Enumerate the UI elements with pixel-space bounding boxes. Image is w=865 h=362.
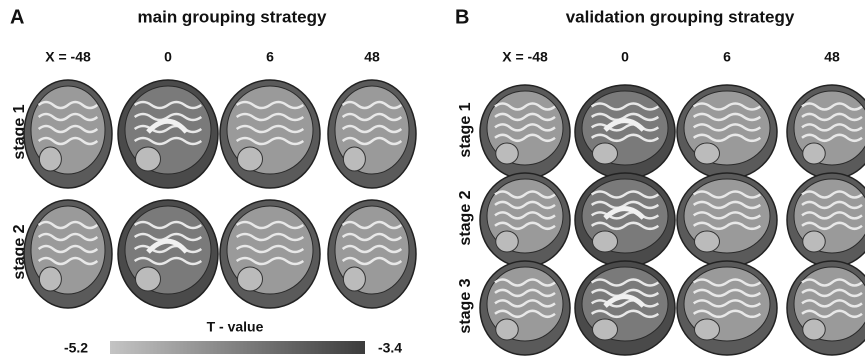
brain-slice xyxy=(118,200,218,308)
cerebellum xyxy=(39,267,61,291)
cerebellum xyxy=(39,147,61,171)
cerebellum xyxy=(593,143,618,164)
panel-label: A xyxy=(10,6,24,28)
cerebellum xyxy=(803,143,826,164)
brain-slice xyxy=(480,173,570,267)
cerebellum xyxy=(695,319,720,340)
brain-slice xyxy=(118,80,218,188)
brain-slice xyxy=(677,261,777,355)
column-label: 48 xyxy=(824,49,840,65)
brain-slice xyxy=(575,85,675,179)
cerebellum xyxy=(695,231,720,252)
brain-slice xyxy=(575,261,675,355)
cerebellum xyxy=(496,319,519,340)
cerebellum xyxy=(496,231,519,252)
row-label: stage 2 xyxy=(457,190,474,245)
colorbar-max: -3.4 xyxy=(378,340,402,356)
column-label: X = -48 xyxy=(45,49,91,65)
cerebellum xyxy=(136,267,161,291)
cerebellum xyxy=(803,319,826,340)
brain-slice xyxy=(575,173,675,267)
brain-slice xyxy=(328,200,416,308)
column-label: X = -48 xyxy=(502,49,548,65)
cerebellum xyxy=(803,231,826,252)
cerebellum xyxy=(343,147,365,171)
row-label: stage 1 xyxy=(457,102,474,157)
brain-slice xyxy=(787,261,865,355)
brain-slice xyxy=(677,85,777,179)
panel-label: B xyxy=(455,6,469,28)
cerebellum xyxy=(496,143,519,164)
cerebellum xyxy=(238,147,263,171)
colorbar-min: -5.2 xyxy=(64,340,88,356)
cerebellum xyxy=(136,147,161,171)
brain-slice xyxy=(328,80,416,188)
cerebellum xyxy=(593,319,618,340)
column-label: 6 xyxy=(266,49,274,65)
brain-slice xyxy=(677,173,777,267)
brain-slice xyxy=(480,261,570,355)
column-label: 0 xyxy=(164,49,172,65)
cerebellum xyxy=(238,267,263,291)
row-label: stage 3 xyxy=(457,278,474,333)
colorbar xyxy=(110,341,365,354)
brain-slice xyxy=(220,80,320,188)
brain-slice xyxy=(787,85,865,179)
column-label: 6 xyxy=(723,49,731,65)
figure: T - value -5.2 -3.4 Amain grouping strat… xyxy=(0,0,865,362)
cerebellum xyxy=(695,143,720,164)
colorbar-title: T - value xyxy=(207,319,264,335)
cerebellum xyxy=(593,231,618,252)
cerebellum xyxy=(343,267,365,291)
column-label: 0 xyxy=(621,49,629,65)
column-label: 48 xyxy=(364,49,380,65)
brain-slice xyxy=(24,80,112,188)
panel-title: main grouping strategy xyxy=(138,7,327,26)
brain-slice xyxy=(480,85,570,179)
brain-slice xyxy=(24,200,112,308)
brain-slice xyxy=(220,200,320,308)
brain-slice xyxy=(787,173,865,267)
panel-title: validation grouping strategy xyxy=(566,7,795,26)
